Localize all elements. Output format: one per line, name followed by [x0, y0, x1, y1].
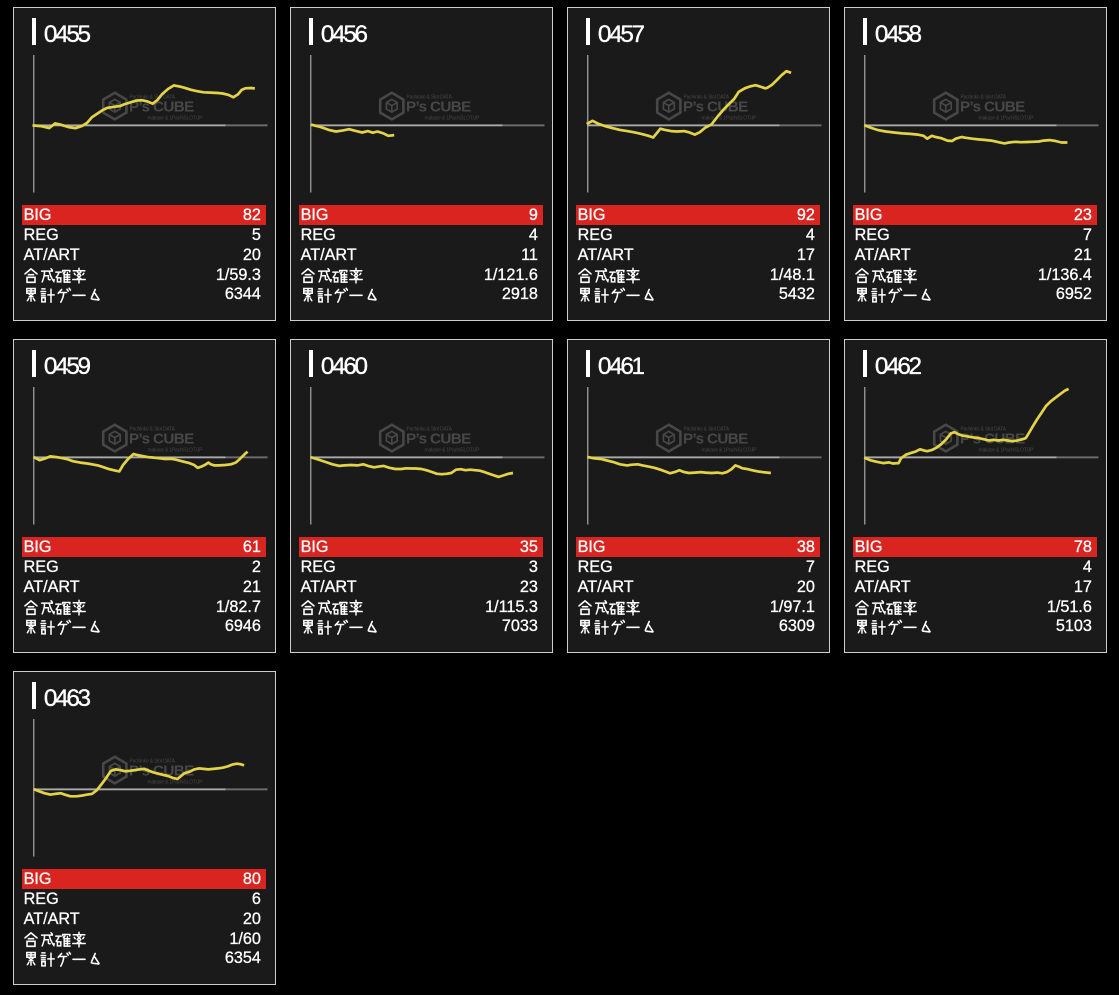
svg-text:makase & 1PachiSLOT/JP: makase & 1PachiSLOT/JP — [148, 447, 204, 453]
svg-text:Pachinko & Slot DATA: Pachinko & Slot DATA — [961, 94, 1007, 100]
svg-text:makase & 1PachiSLOT/JP: makase & 1PachiSLOT/JP — [979, 115, 1035, 121]
svg-text:P’s CUBE: P’s CUBE — [683, 430, 748, 447]
svg-text:P’s CUBE: P’s CUBE — [129, 762, 194, 779]
svg-text:Pachinko & Slot DATA: Pachinko & Slot DATA — [407, 426, 453, 432]
svg-text:makase & 1PachiSLOT/JP: makase & 1PachiSLOT/JP — [979, 447, 1035, 453]
svg-text:P’s CUBE: P’s CUBE — [960, 98, 1025, 115]
svg-text:makase & 1PachiSLOT/JP: makase & 1PachiSLOT/JP — [702, 115, 758, 121]
svg-text:Pachinko & Slot DATA: Pachinko & Slot DATA — [130, 94, 176, 100]
svg-text:makase & 1PachiSLOT/JP: makase & 1PachiSLOT/JP — [702, 447, 758, 453]
svg-text:P’s CUBE: P’s CUBE — [406, 430, 471, 447]
svg-text:makase & 1PachiSLOT/JP: makase & 1PachiSLOT/JP — [148, 115, 204, 121]
svg-text:P’s CUBE: P’s CUBE — [406, 98, 471, 115]
svg-text:Pachinko & Slot DATA: Pachinko & Slot DATA — [684, 94, 730, 100]
svg-text:Pachinko & Slot DATA: Pachinko & Slot DATA — [684, 426, 730, 432]
svg-text:Pachinko & Slot DATA: Pachinko & Slot DATA — [130, 758, 176, 764]
svg-text:Pachinko & Slot DATA: Pachinko & Slot DATA — [407, 94, 453, 100]
svg-text:Pachinko & Slot DATA: Pachinko & Slot DATA — [130, 426, 176, 432]
svg-text:P’s CUBE: P’s CUBE — [683, 98, 748, 115]
svg-text:makase & 1PachiSLOT/JP: makase & 1PachiSLOT/JP — [425, 115, 481, 121]
svg-text:Pachinko & Slot DATA: Pachinko & Slot DATA — [961, 426, 1007, 432]
svg-text:P’s CUBE: P’s CUBE — [129, 430, 194, 447]
svg-text:makase & 1PachiSLOT/JP: makase & 1PachiSLOT/JP — [425, 447, 481, 453]
svg-text:makase & 1PachiSLOT/JP: makase & 1PachiSLOT/JP — [148, 779, 204, 785]
svg-text:P’s CUBE: P’s CUBE — [129, 98, 194, 115]
